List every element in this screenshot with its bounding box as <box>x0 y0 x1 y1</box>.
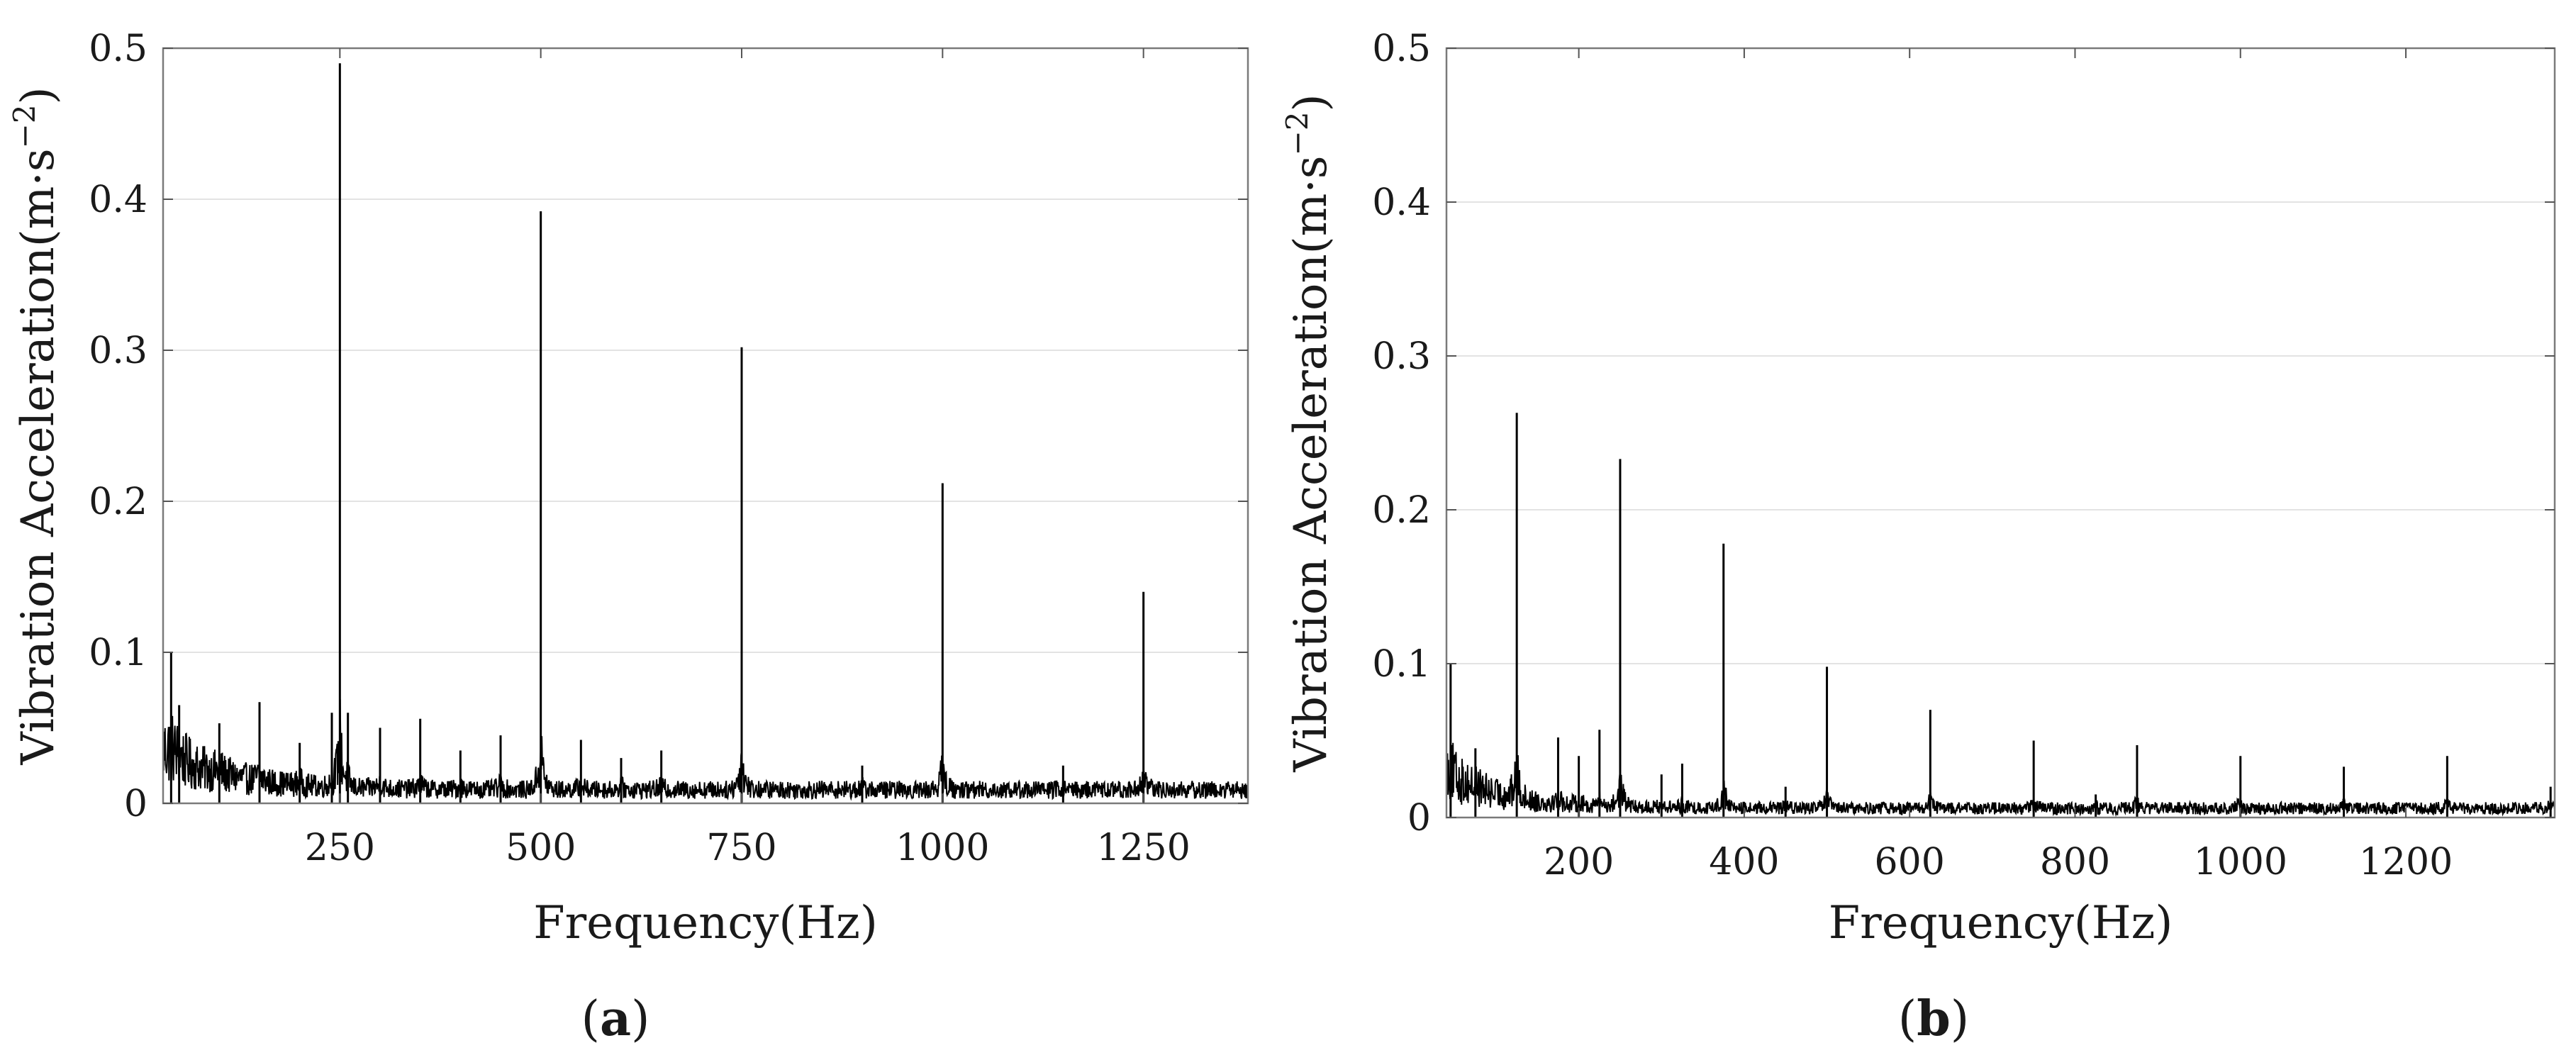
grid-lines <box>163 199 1248 653</box>
y-tick-label: 0.4 <box>89 179 147 221</box>
axis-ticks: 250 500 750 1000 1250 0 0.1 0.2 0.3 0.4 0.5 <box>89 28 1248 869</box>
chart-panel-b: 200 400 600 800 1000 1200 0 0.1 0.2 0.3 0.4 0.5 Fre… <box>1280 28 2556 1047</box>
x-tick-label: 750 <box>706 827 776 869</box>
x-tick-label: 200 <box>1544 841 1614 883</box>
y-axis-label: Vibration Acceleration(m·s−2) <box>1280 94 1337 772</box>
axes-frame <box>1445 47 2556 819</box>
x-tick-label: 1200 <box>2359 841 2453 883</box>
spectrum-noise-line <box>162 699 1249 801</box>
y-axis-label-main: Vibration Acceleration(m·s <box>12 148 65 765</box>
spectrum-noise-line <box>1446 742 2555 818</box>
grid-lines <box>1446 201 2555 664</box>
x-axis-label: Frequency(Hz) <box>1829 897 2173 949</box>
x-tick-label: 250 <box>305 827 375 869</box>
x-tick-label: 500 <box>506 827 576 869</box>
y-tick-label: 0.1 <box>1372 643 1431 686</box>
axis-ticks: 200 400 600 800 1000 1200 0 0.1 0.2 0.3 0.4 0.5 <box>1372 28 2555 883</box>
x-tick-label: 1250 <box>1096 827 1190 869</box>
y-axis-label-close: ) <box>12 87 65 104</box>
x-tick-label: 600 <box>1875 841 1945 883</box>
y-tick-label: 0.5 <box>89 28 147 70</box>
y-tick-label: 0.3 <box>1372 335 1431 378</box>
y-tick-label: 0.1 <box>89 632 147 674</box>
y-axis-label-close: ) <box>1285 94 1337 111</box>
axes-frame <box>162 47 1249 805</box>
y-tick-label: 0.3 <box>89 330 147 372</box>
y-tick-label: 0 <box>1407 797 1431 839</box>
y-tick-label: 0 <box>124 783 147 825</box>
chart-panel-a: 250 500 750 1000 1250 0 0.1 0.2 0.3 0.4 0.5 Freque… <box>7 28 1249 1047</box>
x-tick-label: 1000 <box>896 827 989 869</box>
y-tick-label: 0.4 <box>1372 182 1431 224</box>
x-tick-label: 400 <box>1709 841 1779 883</box>
x-axis-label: Frequency(Hz) <box>533 897 878 949</box>
y-axis-label-exponent: −2 <box>1280 111 1315 155</box>
plot-area <box>162 63 1249 803</box>
y-axis-label-exponent: −2 <box>7 104 42 148</box>
y-tick-label: 0.2 <box>1372 489 1431 532</box>
plot-area <box>1446 413 2555 818</box>
y-axis-label-main: Vibration Acceleration(m·s <box>1285 155 1337 772</box>
panel-label-a: (a) <box>581 991 649 1047</box>
x-tick-label: 1000 <box>2194 841 2287 883</box>
panel-label-b: (b) <box>1898 991 1970 1047</box>
x-tick-label: 800 <box>2040 841 2110 883</box>
y-tick-label: 0.5 <box>1372 28 1431 70</box>
y-tick-label: 0.2 <box>89 481 147 523</box>
y-axis-label: Vibration Acceleration(m·s−2) <box>7 87 65 765</box>
